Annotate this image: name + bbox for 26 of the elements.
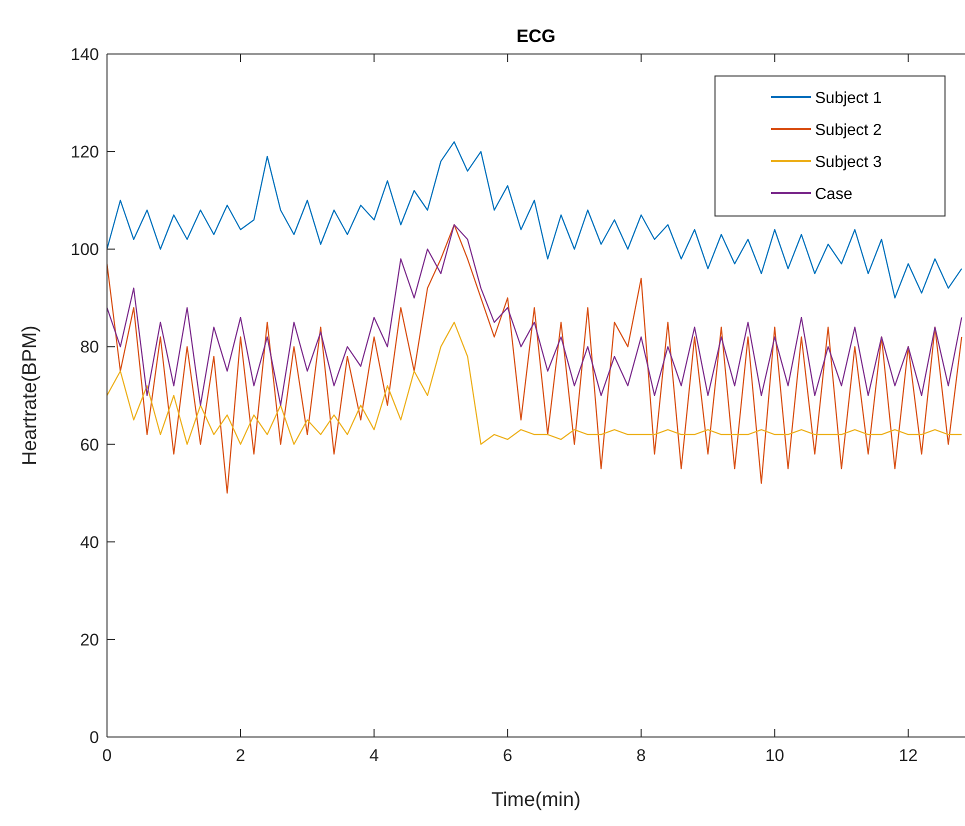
y-axis-title: Heartrate(BPM) bbox=[19, 325, 41, 466]
x-tick-label: 2 bbox=[236, 746, 246, 765]
x-tick-label: 12 bbox=[898, 746, 918, 765]
x-tick-label: 0 bbox=[102, 746, 112, 765]
y-tick-label: 40 bbox=[80, 532, 99, 552]
y-tick-label: 140 bbox=[70, 45, 99, 64]
legend-label: Subject 2 bbox=[815, 122, 882, 139]
chart-title: ECG bbox=[516, 26, 556, 46]
x-axis-title: Time(min) bbox=[491, 789, 581, 811]
line-series bbox=[107, 322, 962, 445]
legend-label: Case bbox=[815, 186, 852, 203]
legend-label: Subject 3 bbox=[815, 154, 882, 171]
y-tick-label: 80 bbox=[80, 338, 99, 357]
y-tick-label: 0 bbox=[90, 728, 99, 747]
x-tick-label: 4 bbox=[369, 746, 379, 765]
x-tick-label: 8 bbox=[636, 746, 646, 765]
y-tick-label: 120 bbox=[70, 142, 99, 162]
legend-label: Subject 1 bbox=[815, 90, 882, 107]
x-tick-label: 10 bbox=[765, 746, 784, 765]
line-series bbox=[107, 141, 962, 299]
line-series bbox=[107, 224, 962, 406]
y-tick-label: 20 bbox=[80, 630, 99, 650]
y-tick-label: 60 bbox=[80, 435, 99, 454]
x-tick-label: 6 bbox=[502, 746, 512, 765]
line-series bbox=[107, 224, 962, 494]
y-tick-label: 100 bbox=[70, 240, 99, 260]
